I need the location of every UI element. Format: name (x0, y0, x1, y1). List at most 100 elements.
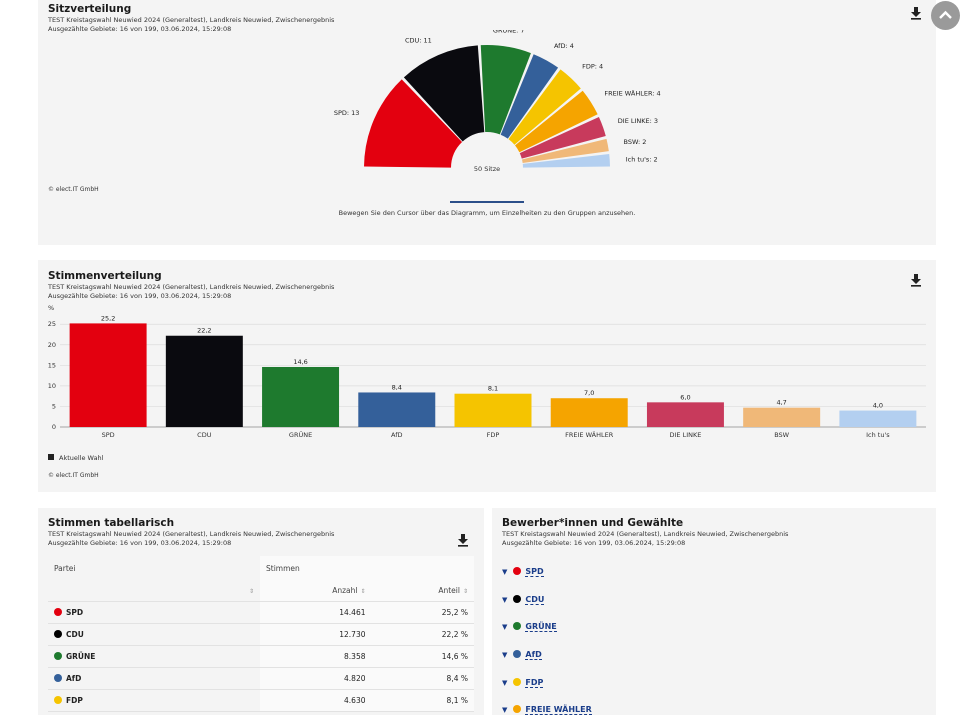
party-color-dot (54, 630, 62, 638)
vote-share: 8,4 % (371, 667, 474, 690)
vote-share: 25,2 % (371, 601, 474, 624)
candidate-group-toggle[interactable]: ▼ AfD (502, 650, 542, 660)
seat-distribution-subtitle: TEST Kreistagswahl Neuwied 2024 (General… (48, 16, 335, 24)
triangle-down-icon: ▼ (502, 623, 508, 631)
table-row: SPD 14.461 25,2 % (48, 601, 474, 624)
seat-slice[interactable] (522, 154, 610, 168)
col-count-header: Anzahl (332, 586, 358, 595)
seat-slice-label: FDP: 4 (582, 63, 603, 71)
seat-slice[interactable] (521, 138, 609, 164)
seat-slice-label: BSW: 2 (624, 138, 647, 146)
vote-distribution-counted: Ausgezählte Gebiete: 16 von 199, 03.06.2… (48, 292, 232, 300)
bar[interactable] (165, 335, 243, 427)
party-color-dot (54, 652, 62, 660)
vote-table-subtitle: TEST Kreistagswahl Neuwied 2024 (General… (48, 530, 335, 538)
x-tick-label: FDP (487, 431, 500, 439)
candidate-group-label: AfD (525, 650, 542, 660)
candidates-title: Bewerber*innen und Gewählte (502, 517, 684, 529)
vote-table: Partei Stimmen ⇕ Anzahl ⇕ Anteil ⇕ SPD 14.… (48, 556, 474, 712)
sort-icon: ⇕ (248, 588, 254, 595)
table-row: GRÜNE 8.358 14,6 % (48, 645, 474, 668)
sort-count-button[interactable]: Anzahl ⇕ (260, 580, 372, 602)
seat-distribution-counted: Ausgezählte Gebiete: 16 von 199, 03.06.2… (48, 25, 232, 33)
vote-distribution-subtitle: TEST Kreistagswahl Neuwied 2024 (General… (48, 283, 335, 291)
vote-bar-chart[interactable]: % 0 5 10 15 20 25 25,2 SPD 22,2 CDU 14,6 GRÜNE 8,4 AfD… (38, 302, 936, 452)
seat-distribution-panel: Sitzverteilung TEST Kreistagswahl Neuwie… (38, 0, 936, 245)
bar[interactable] (358, 392, 436, 427)
table-row: FDP 4.630 8,1 % (48, 689, 474, 712)
col-votes-header: Stimmen (260, 556, 474, 580)
vote-table-counted: Ausgezählte Gebiete: 16 von 199, 03.06.2… (48, 539, 232, 547)
candidate-group-toggle[interactable]: ▼ GRÜNE (502, 622, 557, 632)
vote-table-panel: Stimmen tabellarisch TEST Kreistagswahl … (38, 508, 484, 715)
seat-slice[interactable] (508, 69, 581, 145)
seat-total-label: 50 Sitze (474, 165, 500, 173)
candidate-group-toggle[interactable]: ▼ FREIE WÄHLER (502, 705, 592, 715)
triangle-down-icon: ▼ (502, 651, 508, 659)
candidates-counted: Ausgezählte Gebiete: 16 von 199, 03.06.2… (502, 539, 686, 547)
seat-slice[interactable] (480, 45, 531, 135)
party-color-dot (513, 595, 522, 603)
download-icon[interactable] (909, 272, 923, 287)
party-name: AfD (66, 674, 82, 683)
x-tick-label: BSW (774, 431, 789, 439)
vote-distribution-title: Stimmenverteilung (48, 270, 162, 282)
seat-slice[interactable] (364, 79, 463, 168)
y-tick-label: 20 (48, 341, 56, 349)
sort-share-button[interactable]: Anteil ⇕ (371, 580, 474, 602)
vote-count: 8.358 (260, 645, 372, 668)
seat-slice-label: AfD: 4 (554, 42, 574, 50)
y-tick-label: 10 (48, 382, 56, 390)
candidate-group-toggle[interactable]: ▼ FDP (502, 678, 544, 688)
seat-slice-label: SPD: 13 (334, 109, 360, 117)
candidate-group-toggle[interactable]: ▼ SPD (502, 567, 544, 577)
y-tick-label: 15 (48, 361, 56, 369)
table-row: AfD 4.820 8,4 % (48, 667, 474, 690)
vote-table-title: Stimmen tabellarisch (48, 517, 175, 529)
seat-slice[interactable] (519, 116, 606, 159)
seat-slice[interactable] (515, 90, 598, 153)
bar[interactable] (646, 402, 724, 427)
chart-slider-handle[interactable] (450, 201, 524, 203)
candidate-group-toggle[interactable]: ▼ CDU (502, 595, 545, 605)
legend-label: Aktuelle Wahl (59, 454, 104, 462)
triangle-down-icon: ▼ (502, 706, 508, 714)
bar-value-label: 4,7 (776, 399, 786, 407)
candidate-group-label: SPD (525, 567, 544, 577)
candidate-group-label: CDU (525, 595, 545, 605)
seat-copyright: © elect.IT GmbH (48, 186, 99, 193)
seat-slice[interactable] (403, 45, 485, 142)
bar[interactable] (743, 407, 821, 427)
x-tick-label: CDU (197, 431, 212, 439)
vote-share: 8,1 % (371, 689, 474, 712)
bar[interactable] (550, 398, 628, 427)
party-color-dot (513, 678, 522, 686)
y-tick-label: 25 (48, 320, 56, 328)
vote-count: 4.820 (260, 667, 372, 690)
party-color-dot (513, 567, 522, 575)
legend-swatch (48, 454, 54, 460)
col-share-header: Anteil (438, 586, 460, 595)
candidate-group-label: GRÜNE (525, 622, 557, 632)
bar[interactable] (69, 323, 147, 427)
chart-legend[interactable]: Aktuelle Wahl (48, 454, 103, 462)
bar-value-label: 25,2 (101, 314, 115, 322)
seat-slice[interactable] (500, 54, 559, 139)
seat-chart[interactable]: SPD: 13 CDU: 11 GRÜNE: 7 AfD: 4 FDP: 4 FREIE … (38, 30, 936, 225)
download-icon[interactable] (456, 532, 470, 547)
bar-value-label: 22,2 (197, 327, 211, 335)
sort-party-button[interactable]: ⇕ (48, 580, 260, 602)
x-tick-label: GRÜNE (289, 430, 312, 439)
triangle-down-icon: ▼ (502, 596, 508, 604)
scroll-top-button[interactable] (931, 1, 960, 30)
bar[interactable] (262, 366, 340, 427)
vote-count: 4.630 (260, 689, 372, 712)
bar[interactable] (454, 393, 532, 427)
x-tick-label: AfD (391, 431, 403, 439)
candidate-group-label: FDP (525, 678, 544, 688)
y-tick-label: 0 (52, 423, 56, 431)
bar-value-label: 8,1 (488, 385, 498, 393)
download-icon[interactable] (909, 5, 923, 20)
table-row: CDU 12.730 22,2 % (48, 623, 474, 646)
bar[interactable] (839, 410, 917, 427)
